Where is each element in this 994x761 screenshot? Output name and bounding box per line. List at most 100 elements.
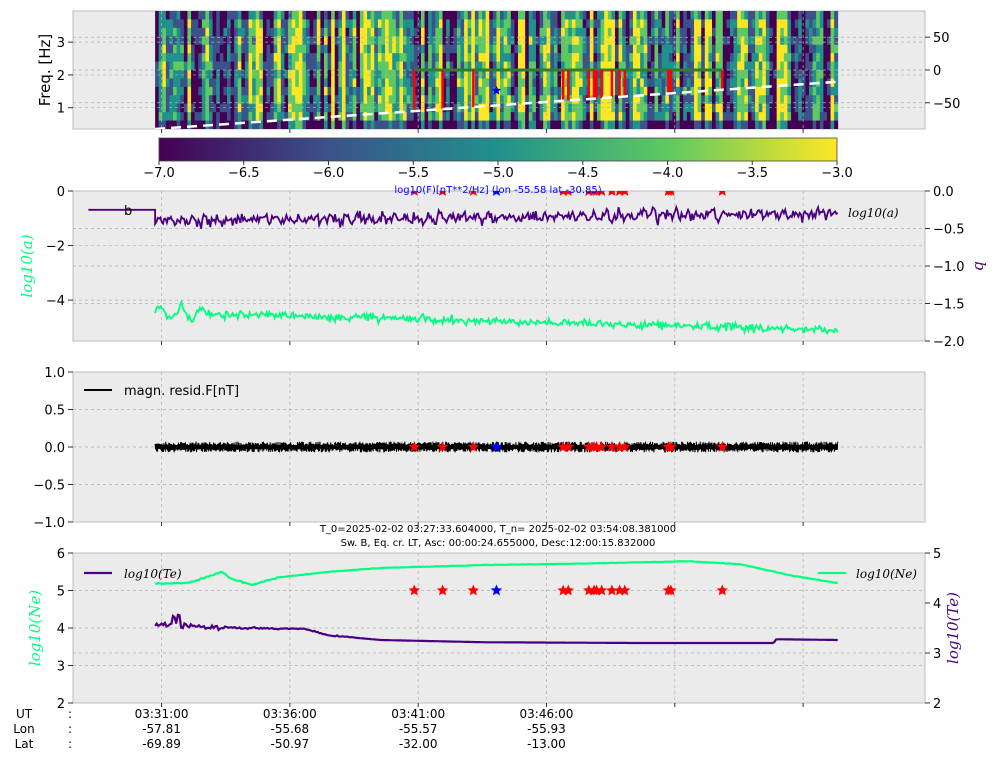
- spectrogram-cell: [632, 61, 637, 71]
- spectrogram-cell: [751, 95, 756, 105]
- spectrogram-cell: [252, 112, 257, 121]
- spectrogram-cell: [726, 112, 731, 121]
- spectrogram-cell: [223, 70, 228, 79]
- spectrogram-cell: [482, 61, 487, 71]
- spectrogram-cell: [571, 70, 576, 79]
- spectrogram-cell: [230, 95, 235, 105]
- spectrogram-cell: [460, 112, 465, 121]
- spectrogram-cell: [284, 86, 289, 96]
- spectrogram-cell: [234, 11, 239, 20]
- spectrogram-cell: [226, 112, 231, 121]
- spectrogram-cell: [431, 120, 436, 129]
- spectrogram-cell: [615, 53, 619, 62]
- spectrogram-cell: [729, 27, 734, 37]
- spectrogram-cell: [830, 103, 835, 113]
- spectrogram-cell: [776, 27, 781, 37]
- spectrogram-cell: [313, 61, 318, 71]
- spectrogram-cell: [690, 70, 695, 79]
- spectrogram-cell: [295, 78, 300, 88]
- spectrogram-cell: [661, 112, 666, 121]
- spectrogram-cell: [230, 86, 235, 96]
- spectrogram-cell: [589, 112, 594, 121]
- spectrogram-cell: [611, 70, 616, 79]
- spectrogram-cell: [600, 103, 605, 113]
- spectrogram-cell: [607, 53, 612, 62]
- spectrogram-cell: [341, 61, 346, 71]
- y-tick-label: 6: [57, 547, 65, 562]
- spectrogram-cell: [295, 120, 300, 129]
- spectrogram-cell: [262, 11, 267, 20]
- spectrogram-cell: [205, 27, 210, 37]
- spectrogram-cell: [751, 44, 756, 54]
- spectrogram-cell: [341, 70, 346, 79]
- spectrogram-cell: [672, 112, 677, 121]
- spectrogram-cell: [650, 86, 655, 96]
- spectrogram-cell: [417, 61, 422, 71]
- spectrogram-cell: [503, 53, 508, 62]
- spectrogram-cell: [816, 61, 821, 71]
- spectrogram-cell: [374, 103, 379, 113]
- spectrogram-cell: [557, 19, 562, 29]
- spectrogram-cell: [758, 70, 763, 79]
- spectrogram-cell: [776, 112, 781, 121]
- spectrogram-cell: [158, 44, 163, 54]
- spectrogram-cell: [740, 61, 745, 71]
- spectrogram-cell: [158, 112, 163, 121]
- spectrogram-cell: [266, 36, 271, 46]
- spectrogram-cell: [701, 103, 706, 113]
- spectrogram-cell: [191, 95, 196, 105]
- spectrogram-cell: [654, 120, 659, 129]
- spectrogram-cell: [737, 44, 742, 54]
- spectrogram-cell: [708, 86, 713, 96]
- spectrogram-cell: [180, 11, 185, 20]
- spectrogram-cell: [302, 27, 307, 37]
- spectrogram-cell: [579, 120, 584, 129]
- spectrogram-cell: [615, 95, 619, 105]
- spectrogram-cell: [406, 27, 411, 37]
- fit-params-y2-ticks: 0.0−0.5−1.0−1.5−2.0: [925, 185, 965, 350]
- spectrogram-cell: [277, 53, 282, 62]
- spectrogram-cell: [546, 27, 551, 37]
- spectrogram-cell: [819, 95, 824, 105]
- spectrogram-cell: [686, 53, 691, 62]
- spectrogram-cell: [758, 120, 763, 129]
- event-marker: [564, 191, 572, 196]
- spectrogram-cell: [165, 78, 170, 88]
- spectrogram-cell: [280, 27, 285, 37]
- spectrogram-cell: [755, 112, 760, 121]
- plasma-event-markers: [408, 584, 728, 596]
- event-marker: [595, 584, 608, 596]
- spectrogram-cell: [765, 53, 770, 62]
- spectrogram-cell: [212, 78, 217, 88]
- spectrogram-cell: [658, 112, 663, 121]
- spectrogram-cell: [575, 19, 580, 29]
- spectrogram-cell: [801, 112, 806, 121]
- spectrogram-cell: [370, 11, 375, 20]
- spectrogram-cell: [334, 19, 339, 29]
- spectrogram-cell: [489, 61, 494, 71]
- spectrogram-cell: [532, 103, 537, 113]
- spectrogram-cell: [377, 86, 382, 96]
- spectrogram-cell: [726, 120, 731, 129]
- y-tick-label: 5: [933, 547, 941, 562]
- spectrogram-cell: [234, 44, 239, 54]
- event-marker: [667, 191, 675, 196]
- spectrogram-cell: [543, 86, 548, 96]
- spectrogram-cell: [248, 95, 253, 105]
- spectrogram-cell: [647, 70, 652, 79]
- spectrogram-cell: [259, 120, 264, 129]
- spectrogram-cell: [284, 70, 289, 79]
- spectrogram-cell: [280, 36, 285, 46]
- spectrogram-cell: [758, 86, 763, 96]
- spectrogram-cell: [762, 78, 767, 88]
- spectrogram-cell: [729, 36, 734, 46]
- spectrogram-cell: [313, 70, 318, 79]
- spectrogram-cell: [597, 112, 602, 121]
- spectrogram-cell: [517, 112, 522, 121]
- spectrogram-cell: [191, 120, 196, 129]
- spectrogram-cell: [834, 36, 839, 46]
- spectrogram-cell: [237, 120, 242, 129]
- spectrogram-cell: [176, 36, 181, 46]
- spectrogram-cell: [834, 53, 839, 62]
- spectrogram-cell: [273, 53, 278, 62]
